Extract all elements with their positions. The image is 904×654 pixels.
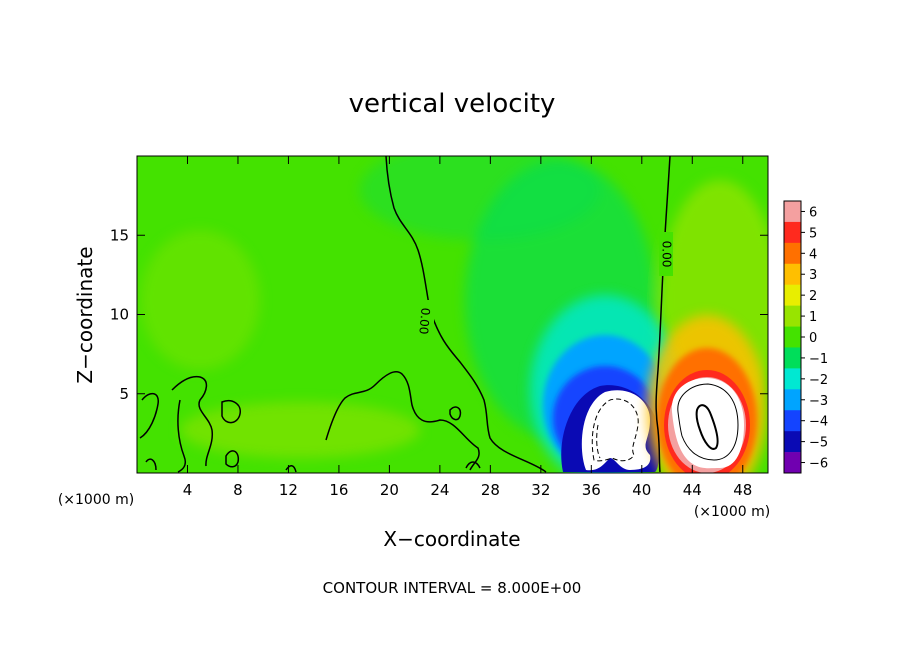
colorbar-label: 0: [809, 331, 817, 346]
downdraft-contour-dashed-inner: [596, 424, 601, 459]
downdraft-core: [581, 390, 651, 471]
y-tick-label: 5: [119, 385, 129, 403]
colorbar-label: −6: [809, 457, 828, 472]
y-axis-title: Z−coordinate: [73, 246, 97, 383]
zero-contour-small-4: [285, 465, 297, 473]
colorbar-label: −2: [809, 373, 828, 388]
x-tick-label: 40: [632, 481, 651, 499]
chart-title: vertical velocity: [349, 89, 556, 119]
zero-contour-left-blob: [139, 392, 159, 439]
colorbar-label: 1: [809, 310, 817, 325]
colorbar-swatch: [784, 452, 801, 474]
colorbar-swatch: [784, 201, 801, 223]
colorbar-swatch: [784, 410, 801, 432]
zero-contour-small-2: [225, 450, 240, 468]
colorbar-label: 4: [809, 247, 817, 262]
zero-contour-left-cell: [171, 375, 214, 473]
x-tick-label: 44: [683, 481, 702, 499]
x-tick-label: 20: [380, 481, 399, 499]
x-unit-label-left: (×1000 m): [58, 492, 134, 508]
yellow-green-region-low: [180, 402, 420, 458]
updraft-contour-outer: [677, 383, 739, 461]
zero-contour-small-1: [221, 400, 241, 424]
zero-contour-right: [655, 156, 671, 473]
colorbar-label: 2: [809, 289, 817, 304]
x-unit-label-right: (×1000 m): [694, 504, 770, 520]
contour-label-bg-1: [420, 300, 434, 342]
colorbar-swatch: [784, 242, 801, 265]
x-tick-label: 48: [733, 481, 752, 499]
x-tick-label: 24: [430, 481, 449, 499]
x-axis-title: X−coordinate: [383, 527, 520, 551]
zero-contour-center-cell: [325, 371, 480, 471]
x-tick-label: 32: [531, 481, 550, 499]
y-axis: 5 10 15: [110, 226, 768, 403]
x-tick-label: 16: [329, 481, 348, 499]
y-tick-label: 15: [110, 226, 129, 244]
updraft: [647, 315, 767, 473]
x-tick-label: 28: [481, 481, 500, 499]
contour-label-1: 0.00: [416, 307, 432, 335]
x-tick-label: 4: [183, 481, 193, 499]
colorbar-label: −3: [809, 394, 828, 409]
x-tick-label: 36: [582, 481, 601, 499]
updraft-contour-inner: [695, 404, 719, 450]
yellow-green-region-left: [140, 230, 260, 370]
colorbar-label: 5: [809, 226, 817, 241]
x-tick-label: 12: [279, 481, 298, 499]
contour-label-bg-2: [659, 232, 673, 276]
y-tick-label: 10: [110, 306, 129, 324]
contour-label-2: 0.00: [660, 241, 674, 268]
zero-contour-small-5: [465, 461, 481, 469]
light-green-region-upper: [360, 156, 600, 240]
x-tick-label: 8: [233, 481, 243, 499]
zero-contour-mid: [385, 156, 547, 473]
colorbar-label: −1: [809, 352, 828, 367]
colorbar-label: −5: [809, 436, 828, 451]
colorbar-swatch: [784, 326, 801, 348]
colorbar-swatch: [784, 305, 801, 327]
contour-interval-note: CONTOUR INTERVAL = 8.000E+00: [323, 579, 582, 597]
zero-contour-small-6: [449, 406, 462, 421]
plot-area: 0.00 0.00: [137, 156, 768, 473]
downdraft: [530, 295, 680, 473]
colorbar-label: 3: [809, 268, 817, 283]
colorbar-label: 6: [809, 205, 817, 220]
updraft-core: [671, 378, 744, 469]
colorbar: 6 5 4 3 2 1 0 −1 −2 −3 −4 −5 −6: [783, 200, 828, 474]
x-axis: 4 8 12 16 20 24 28 32 36 40 44 48: [183, 156, 752, 499]
colorbar-swatch: [784, 431, 801, 453]
colorbar-swatch: [784, 221, 801, 244]
colorbar-swatch: [784, 368, 801, 390]
colorbar-swatch: [784, 284, 801, 306]
zero-contour-small-3: [145, 458, 157, 471]
zero-contours: [139, 156, 671, 473]
colorbar-swatch: [784, 389, 801, 411]
colorbar-swatch: [784, 263, 801, 285]
colorbar-label: −4: [809, 415, 828, 430]
colorbar-swatch: [784, 347, 801, 369]
